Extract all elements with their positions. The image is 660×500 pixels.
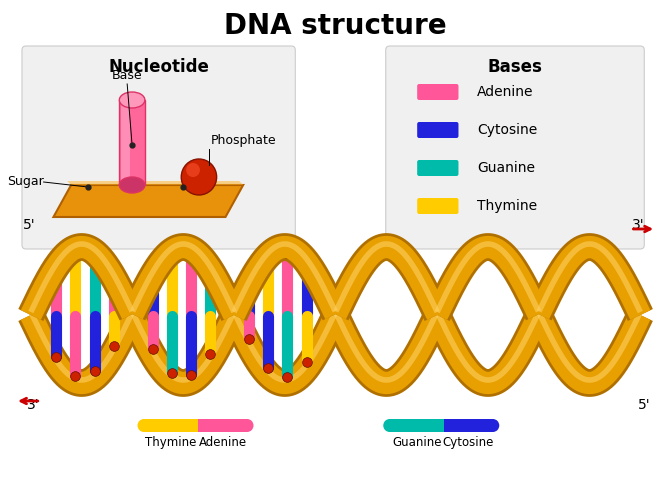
Ellipse shape xyxy=(119,177,145,193)
Text: Guanine: Guanine xyxy=(392,436,442,449)
FancyBboxPatch shape xyxy=(417,122,459,138)
Polygon shape xyxy=(121,104,130,181)
Polygon shape xyxy=(53,185,243,217)
Circle shape xyxy=(137,419,150,432)
FancyBboxPatch shape xyxy=(417,84,459,100)
Ellipse shape xyxy=(119,92,145,108)
Text: Cytosine: Cytosine xyxy=(477,123,537,137)
Text: Base: Base xyxy=(112,69,143,82)
Text: 5': 5' xyxy=(22,218,35,232)
Text: Guanine: Guanine xyxy=(477,161,535,175)
Text: Adenine: Adenine xyxy=(199,436,247,449)
Text: 5': 5' xyxy=(638,398,651,412)
Circle shape xyxy=(182,159,216,195)
Text: Thymine: Thymine xyxy=(145,436,197,449)
Bar xyxy=(389,419,444,432)
Text: Cytosine: Cytosine xyxy=(443,436,494,449)
Text: Phosphate: Phosphate xyxy=(211,134,277,147)
Circle shape xyxy=(241,419,253,432)
FancyBboxPatch shape xyxy=(417,198,459,214)
Text: 3': 3' xyxy=(632,218,645,232)
Text: Thymine: Thymine xyxy=(477,199,537,213)
FancyBboxPatch shape xyxy=(417,160,459,176)
Text: 3': 3' xyxy=(26,398,39,412)
Text: Sugar: Sugar xyxy=(7,176,44,188)
Circle shape xyxy=(383,419,396,432)
Bar xyxy=(144,419,198,432)
FancyBboxPatch shape xyxy=(22,46,295,249)
Text: Bases: Bases xyxy=(488,58,543,76)
Text: Nucleotide: Nucleotide xyxy=(108,58,209,76)
Text: DNA structure: DNA structure xyxy=(224,12,447,40)
Bar xyxy=(198,419,247,432)
Circle shape xyxy=(186,163,200,177)
Polygon shape xyxy=(119,100,145,185)
Circle shape xyxy=(486,419,499,432)
Text: Adenine: Adenine xyxy=(477,85,534,99)
FancyBboxPatch shape xyxy=(385,46,644,249)
Polygon shape xyxy=(67,181,243,185)
Bar xyxy=(444,419,493,432)
